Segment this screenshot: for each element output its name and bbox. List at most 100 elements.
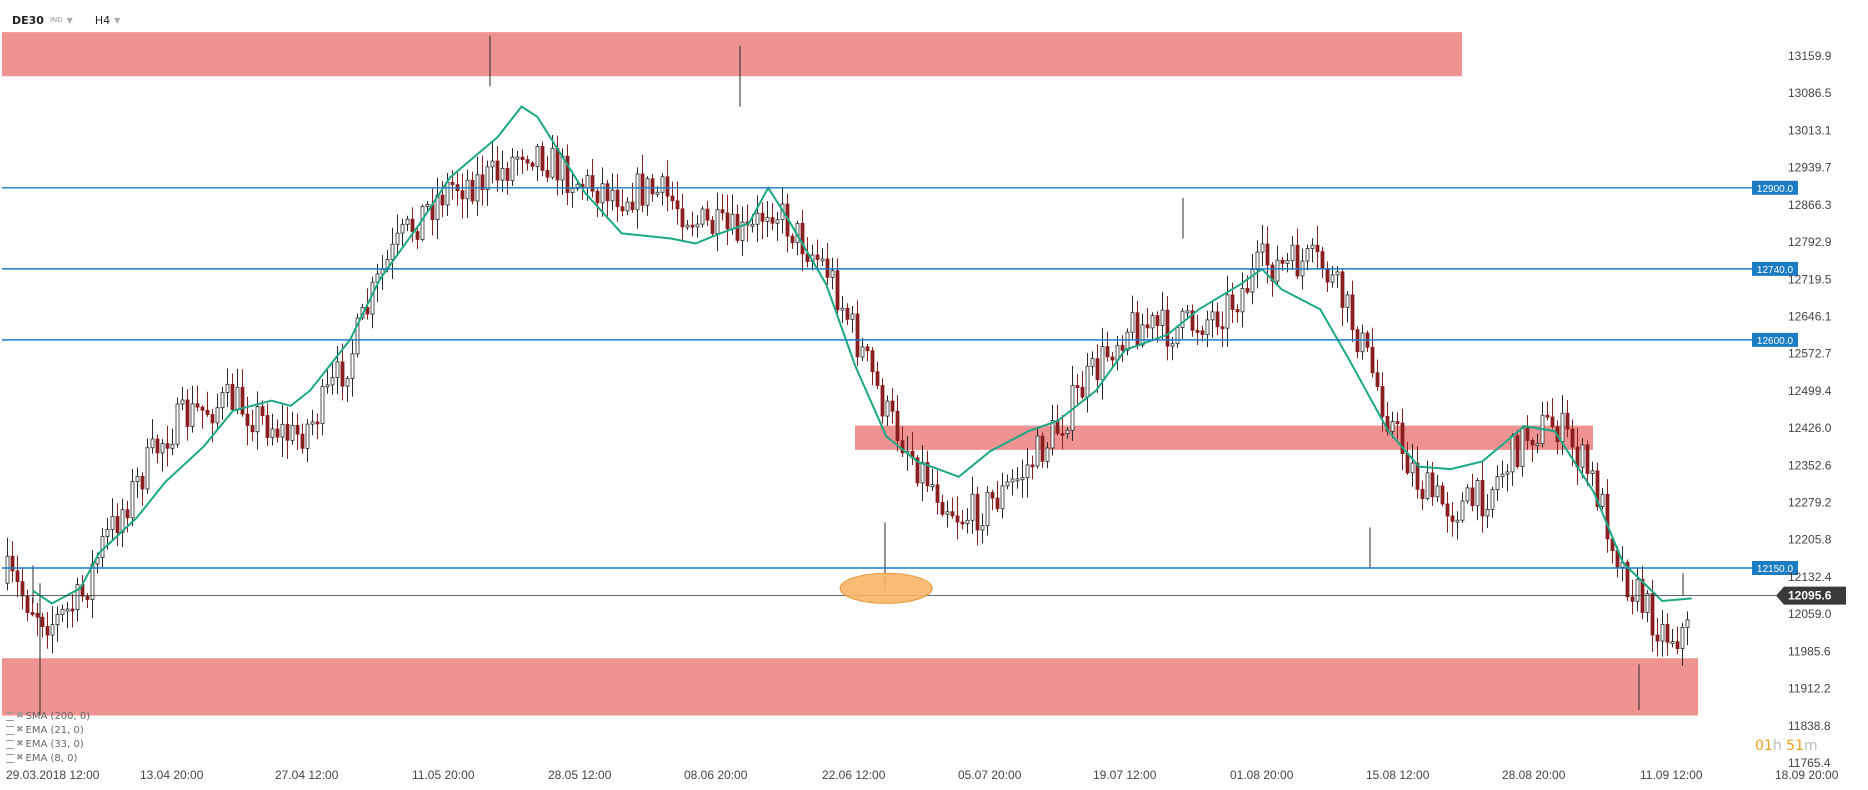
- candle-body: [305, 423, 310, 449]
- candle-body: [615, 189, 620, 208]
- candle-body: [1660, 623, 1665, 642]
- candle-body: [1605, 493, 1610, 540]
- candle-body: [825, 258, 830, 278]
- candle-body: [1190, 310, 1195, 331]
- candle-body: [765, 217, 770, 222]
- y-tick-label: 12205.8: [1788, 533, 1832, 547]
- candle-body: [1370, 346, 1375, 374]
- candle-body: [45, 626, 50, 636]
- candle-body: [890, 400, 895, 412]
- candle-body: [865, 346, 870, 352]
- candle-body: [1170, 343, 1175, 347]
- candle-body: [790, 235, 795, 244]
- candle-body: [1125, 331, 1130, 351]
- indicator-legend-item[interactable]: ✖ SMA (200, 0): [6, 710, 90, 722]
- candle-body: [1215, 311, 1220, 328]
- candle-body: [850, 313, 855, 320]
- candle-body: [180, 399, 185, 405]
- candle-body: [1120, 344, 1125, 351]
- candle-body: [635, 173, 640, 211]
- candle-body: [1485, 509, 1490, 517]
- candle-body: [1450, 515, 1455, 522]
- candle-body: [1440, 485, 1445, 505]
- chevron-down-icon[interactable]: ▼: [114, 15, 121, 25]
- candle-body: [280, 423, 285, 438]
- candle-body: [1075, 385, 1080, 388]
- close-icon[interactable]: ✖: [16, 711, 24, 721]
- candle-body: [75, 584, 80, 610]
- y-tick-label: 12279.2: [1788, 496, 1832, 510]
- candle-body: [1185, 310, 1190, 314]
- settings-icon[interactable]: [6, 739, 14, 749]
- x-tick-label: 22.06 12:00: [822, 768, 886, 782]
- candle-body: [1285, 260, 1290, 264]
- candle-body: [265, 415, 270, 438]
- candle-body: [1475, 480, 1480, 507]
- y-tick-label: 12866.3: [1788, 198, 1832, 212]
- indicator-legend-item[interactable]: ✖ EMA (33, 0): [6, 738, 84, 750]
- y-tick-label: 12719.5: [1788, 272, 1832, 286]
- settings-icon[interactable]: [6, 725, 14, 735]
- candle-body: [725, 212, 730, 230]
- candle-body: [270, 428, 275, 438]
- candle-body: [1545, 414, 1550, 418]
- candle-body: [1110, 356, 1115, 361]
- candle-body: [395, 232, 400, 245]
- candle-body: [540, 146, 545, 171]
- candle-body: [1465, 487, 1470, 502]
- candle-body: [1045, 447, 1050, 462]
- level-label: 12150.0: [1757, 564, 1794, 575]
- candle-body: [655, 191, 660, 195]
- chevron-down-icon[interactable]: ▼: [66, 15, 73, 25]
- candle-body: [1525, 427, 1530, 441]
- candle-body: [1165, 309, 1170, 347]
- zones: [2, 32, 1698, 716]
- candle-body: [1400, 422, 1405, 455]
- candle-body: [5, 555, 10, 584]
- close-icon[interactable]: ✖: [16, 753, 24, 763]
- candle-body: [710, 219, 715, 234]
- candle-body: [1315, 244, 1320, 252]
- candle-body: [315, 421, 320, 425]
- candle-body: [480, 174, 485, 190]
- candle-body: [500, 168, 505, 181]
- indicator-legend-item[interactable]: ✖ EMA (8, 0): [6, 752, 77, 764]
- candle-body: [1335, 271, 1340, 276]
- candle-body: [1235, 309, 1240, 313]
- candle-body: [715, 209, 720, 234]
- candle-body: [85, 595, 90, 600]
- candle-body: [895, 410, 900, 442]
- level-label-bg: [1752, 561, 1798, 576]
- candle-body: [1180, 310, 1185, 328]
- candle-body: [230, 383, 235, 411]
- candle-body: [225, 383, 230, 393]
- x-axis: 29.03.2018 12:00 13.04 20:00 27.04 12:00 11…: [6, 768, 1839, 782]
- close-icon[interactable]: ✖: [16, 739, 24, 749]
- settings-icon[interactable]: [6, 711, 14, 721]
- candle-body: [550, 147, 555, 178]
- timeframe-label[interactable]: H4: [94, 13, 111, 27]
- candle-body: [705, 208, 710, 221]
- indicator-legend-item[interactable]: ✖ EMA (21, 0): [6, 724, 84, 736]
- settings-icon[interactable]: [6, 753, 14, 763]
- candle-body: [1275, 259, 1280, 282]
- symbol-label[interactable]: DE30: [12, 13, 44, 27]
- candle-body: [875, 371, 880, 386]
- candle-body: [470, 179, 475, 202]
- candle-body: [310, 421, 315, 425]
- candle-body: [490, 160, 495, 168]
- candle-body: [1495, 476, 1500, 491]
- candle-body: [240, 386, 245, 415]
- y-tick-label: 13086.5: [1788, 86, 1832, 100]
- x-tick-label: 28.08 20:00: [1502, 768, 1566, 782]
- candle-body: [1150, 315, 1155, 329]
- candle-body: [1590, 470, 1595, 474]
- candle-body: [70, 608, 75, 612]
- instrument-tag: IND: [49, 16, 63, 24]
- candle-body: [415, 231, 420, 240]
- candle-body: [345, 378, 350, 387]
- ema-line: [32, 105, 1692, 605]
- candle-body: [1530, 440, 1535, 446]
- close-icon[interactable]: ✖: [16, 725, 24, 735]
